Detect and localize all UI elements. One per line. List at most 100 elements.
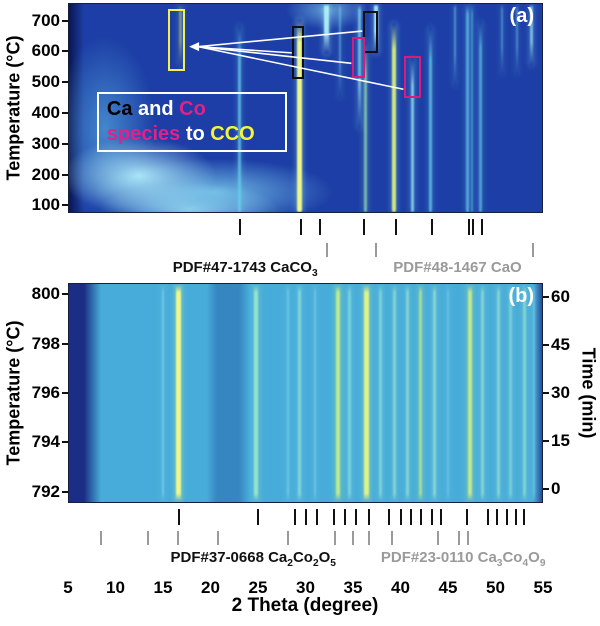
temp-b-tick: [62, 342, 68, 345]
annotation-text: species: [106, 122, 186, 145]
temp-a-tick-label: 100: [31, 195, 60, 215]
temp-b-tick: [62, 392, 68, 394]
pdf-tick: [515, 509, 518, 525]
xrd-streak: [509, 284, 513, 502]
panel-a-label: (a): [509, 5, 534, 27]
xrd-streak: [357, 4, 361, 129]
xrd-streak: [479, 20, 482, 212]
heatmap-panel-b: (b): [68, 283, 543, 503]
time-tick: [543, 392, 549, 394]
pdf-tick: [505, 509, 508, 525]
pdf-tick: [352, 531, 355, 545]
pdf-tick: [294, 509, 297, 525]
pdf-tick: [177, 531, 180, 545]
pdf-tick: [430, 219, 433, 235]
xrd-streak: [323, 4, 329, 54]
xrd-streak: [298, 284, 302, 502]
heatmap-b-background: [69, 284, 542, 502]
xrd-streak: [179, 4, 183, 67]
pdf-reference-label: PDF#23-0110 Ca3Co4O9: [380, 549, 546, 569]
pdf-tick: [410, 509, 412, 525]
annotation-text: Co: [179, 97, 206, 120]
xrd-streak: [447, 284, 450, 502]
pdf-tick: [394, 219, 397, 235]
xrd-streak: [501, 4, 504, 75]
annotation-text: Ca: [106, 97, 139, 120]
ca-1-highlight-box: [292, 25, 304, 79]
x-tick-label: 50: [486, 578, 505, 597]
time-tick-label: 30: [551, 383, 570, 402]
pdf-tick: [467, 531, 469, 545]
time-tick: [543, 295, 549, 298]
xrd-streak: [237, 24, 241, 212]
temp-a-tick: [62, 142, 68, 145]
temp-b-tick: [62, 490, 68, 493]
xrd-streak: [176, 284, 182, 502]
xrd-streak: [254, 284, 259, 502]
xrd-streak: [480, 284, 484, 502]
cco-highlight-box: [168, 9, 186, 71]
temp-a-tick-label: 400: [31, 102, 60, 122]
xrd-streak: [406, 284, 410, 502]
annotation-line: Ca and Co: [107, 97, 285, 122]
pdf-reference-label: PDF#48-1467 CaO: [393, 259, 522, 276]
temp-a-tick: [62, 204, 68, 207]
arrows-layer: [69, 4, 542, 212]
temp-b-tick-label: 796: [31, 383, 60, 402]
x-tick-label: 5: [63, 578, 73, 597]
temp-a-tick: [62, 50, 68, 53]
pdf-tick: [436, 531, 439, 545]
pdf-tick: [315, 509, 318, 525]
time-tick-label: 0: [551, 479, 561, 499]
co-2-highlight-box: [403, 56, 421, 98]
pdf-tick: [471, 219, 474, 235]
xrd-streak: [392, 284, 396, 502]
pdf-tick: [532, 243, 535, 257]
temp-b-tick-label: 798: [31, 333, 60, 353]
xrd-streak: [335, 284, 340, 502]
xrd-streak: [428, 26, 432, 212]
pdf-tick: [368, 509, 371, 525]
arrows-overlay: [189, 30, 404, 91]
time-tick: [543, 440, 549, 443]
xrd-streak: [363, 41, 367, 212]
x-tick-label: 10: [106, 578, 125, 597]
annotation-text: and: [138, 97, 180, 120]
annotation-text: CCO: [210, 122, 255, 145]
co-1-highlight-box: [351, 37, 366, 78]
x-tick-label: 55: [533, 578, 553, 597]
reference-strip-b: PDF#37-0668 Ca2Co2O5 PDF#23-0110 Ca3Co4O9: [68, 503, 546, 570]
xrd-streak: [533, 284, 536, 502]
pdf-tick: [375, 243, 378, 257]
temp-b-tick: [62, 293, 68, 296]
pdf-tick: [440, 509, 443, 525]
time-tick: [543, 488, 549, 491]
temp-a-tick-label: 700: [31, 10, 60, 30]
x-tick-label: 15: [153, 578, 173, 597]
reference-strip-a: PDF#47-1743 CaCO3 PDF#48-1467 CaO: [68, 213, 543, 283]
xrd-streak: [410, 58, 414, 212]
xrd-streak: [432, 284, 436, 502]
pdf-tick: [257, 509, 260, 525]
temp-a-tick-label: 600: [31, 41, 60, 61]
xrd-streak: [419, 284, 423, 502]
time-tick-label: 15: [551, 431, 570, 451]
pdf-tick: [178, 509, 181, 525]
pdf-tick: [326, 243, 329, 257]
xrd-streak: [364, 284, 370, 502]
xrd-streak: [286, 284, 289, 502]
xrd-streak: [373, 4, 378, 54]
pdf-tick: [481, 219, 484, 235]
xrd-streak: [468, 284, 473, 502]
temp-b-tick: [62, 441, 68, 444]
xrd-streak: [378, 284, 382, 502]
time-tick-label: 60: [551, 286, 570, 306]
heatmap-a-streaks: [69, 4, 542, 212]
temp-a-tick-label: 300: [31, 133, 60, 153]
xrd-streak: [530, 4, 534, 67]
x-tick-label: 40: [391, 578, 410, 597]
temp-a-tick: [62, 81, 68, 84]
pdf-tick: [286, 531, 289, 545]
pdf-tick: [399, 509, 402, 525]
